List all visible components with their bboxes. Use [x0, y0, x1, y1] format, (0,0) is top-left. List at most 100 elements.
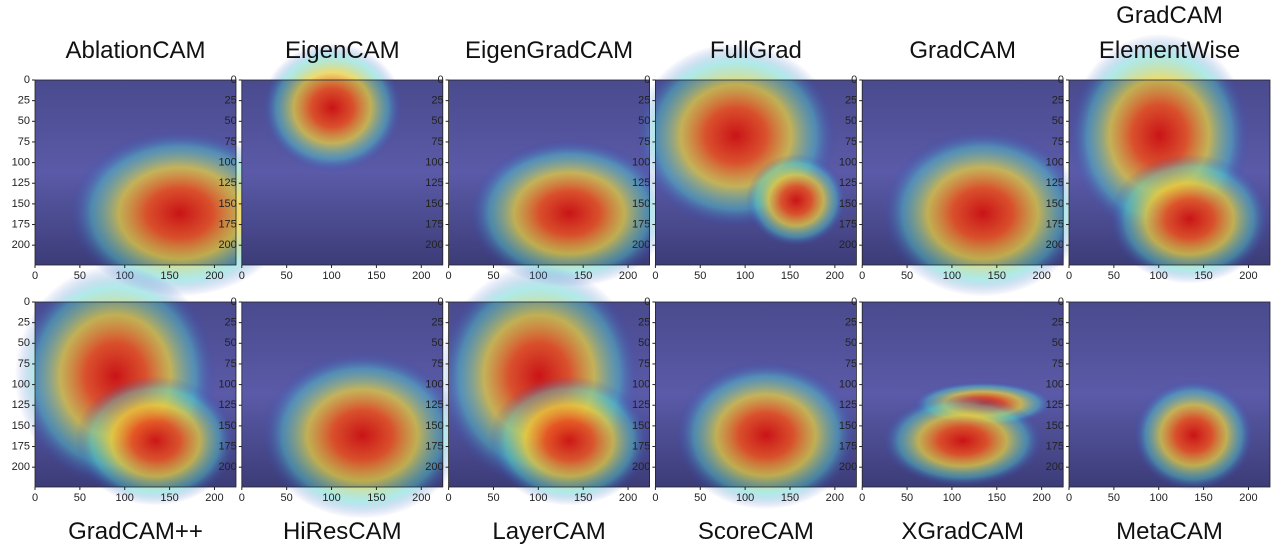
x-tick-label: 200: [412, 492, 430, 504]
y-tick-label: 75: [225, 136, 237, 148]
y-tick-label: 125: [425, 399, 443, 411]
y-tick-label: 25: [845, 317, 857, 329]
y-tick-label: 100: [425, 156, 443, 168]
x-tick-label: 50: [281, 492, 293, 504]
y-tick-label: 200: [839, 239, 857, 251]
y-tick-label: 75: [431, 358, 443, 370]
x-tick-label: 200: [205, 270, 223, 282]
y-tick-label: 125: [632, 177, 650, 189]
y-tick-label: 50: [845, 115, 857, 127]
x-tick-label: 100: [943, 492, 961, 504]
x-tick-label: 0: [32, 270, 38, 282]
y-tick-label: 0: [851, 74, 857, 86]
x-tick-label: 150: [781, 270, 799, 282]
x-tick-label: 0: [446, 492, 452, 504]
y-tick-label: 150: [1046, 420, 1064, 432]
y-tick-label: 175: [12, 440, 30, 452]
y-tick-label: 25: [225, 95, 237, 107]
y-tick-label: 200: [1046, 239, 1064, 251]
y-tick-label: 50: [638, 115, 650, 127]
y-tick-label: 0: [1058, 296, 1064, 308]
x-tick-label: 50: [487, 492, 499, 504]
figure: 0501001502000255075100125150175200Ablati…: [0, 0, 1280, 548]
y-tick-label: 150: [632, 198, 650, 210]
y-tick-label: 25: [18, 317, 30, 329]
heatmap: [1109, 154, 1270, 284]
x-tick-label: 150: [988, 492, 1006, 504]
x-tick-label: 0: [239, 270, 245, 282]
y-tick-label: 150: [839, 198, 857, 210]
y-tick-label: 175: [632, 218, 650, 230]
y-tick-label: 75: [1052, 136, 1064, 148]
y-tick-label: 75: [638, 358, 650, 370]
y-tick-label: 175: [839, 218, 857, 230]
y-tick-label: 175: [839, 440, 857, 452]
y-tick-label: 150: [12, 198, 30, 210]
x-tick-label: 50: [901, 492, 913, 504]
y-tick-label: 75: [18, 358, 30, 370]
y-tick-label: 200: [425, 461, 443, 473]
y-tick-label: 75: [845, 358, 857, 370]
x-tick-label: 100: [1150, 492, 1168, 504]
x-tick-label: 200: [412, 270, 430, 282]
y-tick-label: 100: [1046, 378, 1064, 390]
x-tick-label: 200: [619, 270, 637, 282]
x-tick-label: 100: [943, 270, 961, 282]
panel: 0501001502000255075100125150175200LayerC…: [425, 265, 649, 545]
y-tick-label: 125: [1046, 399, 1064, 411]
x-tick-label: 0: [446, 270, 452, 282]
x-tick-label: 150: [988, 270, 1006, 282]
y-tick-label: 50: [18, 115, 30, 127]
y-tick-label: 50: [431, 337, 443, 349]
y-tick-label: 25: [431, 95, 443, 107]
y-tick-label: 150: [1046, 198, 1064, 210]
panel-title: ScoreCAM: [698, 518, 814, 545]
y-tick-label: 100: [632, 156, 650, 168]
heatmap: [489, 376, 650, 506]
panel-title: LayerCAM: [492, 518, 605, 545]
y-tick-label: 150: [218, 420, 236, 432]
y-tick-label: 100: [632, 378, 650, 390]
panel: 0501001502000255075100125150175200GradCA…: [12, 265, 236, 545]
y-tick-label: 50: [431, 115, 443, 127]
x-tick-label: 50: [694, 270, 706, 282]
y-tick-label: 0: [1058, 74, 1064, 86]
panel-title: GradCAM: [909, 37, 1016, 64]
x-tick-label: 150: [781, 492, 799, 504]
heatmap: [1133, 380, 1254, 491]
y-tick-label: 0: [644, 296, 650, 308]
y-tick-label: 0: [437, 296, 443, 308]
x-tick-label: 100: [1150, 270, 1168, 282]
y-tick-label: 0: [231, 296, 237, 308]
y-tick-label: 25: [638, 95, 650, 107]
x-tick-label: 50: [281, 270, 293, 282]
x-tick-label: 150: [1194, 270, 1212, 282]
panel-title: GradCAM: [1116, 2, 1223, 29]
x-tick-label: 150: [367, 270, 385, 282]
x-tick-label: 100: [322, 492, 340, 504]
x-tick-label: 0: [652, 492, 658, 504]
y-tick-label: 100: [839, 156, 857, 168]
x-tick-label: 100: [116, 492, 134, 504]
y-tick-label: 150: [425, 198, 443, 210]
y-tick-label: 200: [218, 239, 236, 251]
y-tick-label: 150: [632, 420, 650, 432]
y-tick-label: 50: [1052, 337, 1064, 349]
y-tick-label: 175: [1046, 218, 1064, 230]
panel-title: EigenGradCAM: [465, 37, 633, 64]
x-tick-label: 0: [1066, 270, 1072, 282]
y-tick-label: 200: [632, 461, 650, 473]
y-tick-label: 175: [218, 218, 236, 230]
y-tick-label: 50: [845, 337, 857, 349]
y-tick-label: 0: [24, 296, 30, 308]
y-tick-label: 125: [425, 177, 443, 189]
y-tick-label: 100: [218, 378, 236, 390]
y-tick-label: 50: [225, 337, 237, 349]
x-tick-label: 100: [736, 270, 754, 282]
y-tick-label: 25: [845, 95, 857, 107]
heatmap: [882, 395, 1043, 488]
y-tick-label: 100: [1046, 156, 1064, 168]
y-tick-label: 150: [839, 420, 857, 432]
